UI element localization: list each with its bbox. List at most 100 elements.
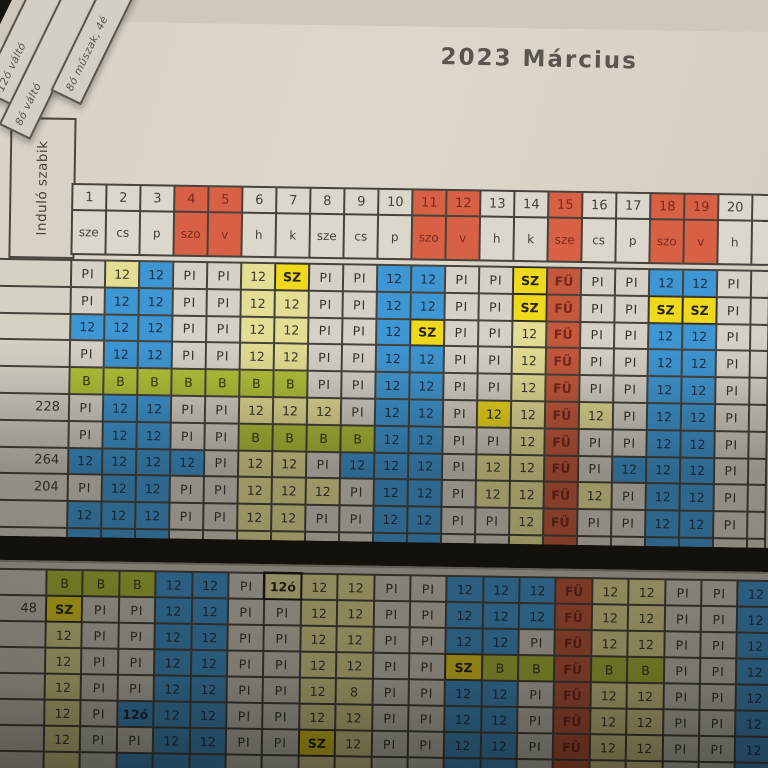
- schedule-cell: FÜ: [546, 376, 578, 401]
- schedule-cell: 12: [137, 450, 169, 475]
- schedule-cell: PI: [701, 632, 737, 658]
- schedule-cell: PI: [614, 404, 646, 429]
- schedule-cell: 12: [239, 451, 271, 476]
- row-label: [0, 621, 45, 647]
- schedule-cell: FÜ: [544, 510, 576, 535]
- schedule-cell: [272, 532, 304, 547]
- schedule-cell: PI: [615, 323, 647, 348]
- day-number-cell: 19: [685, 195, 717, 219]
- row-label: [0, 286, 70, 312]
- schedule-cell: 12: [511, 429, 543, 454]
- schedule-cell: PI: [374, 575, 410, 601]
- schedule-cell: B: [83, 571, 119, 596]
- schedule-cell: 12: [44, 726, 80, 752]
- schedule-cell: [590, 761, 625, 768]
- schedule-cell: PI: [207, 344, 239, 369]
- schedule-cell: 12: [155, 650, 190, 675]
- left-rotated-header: Induló szabik: [8, 117, 76, 259]
- schedule-cell: B: [519, 656, 554, 681]
- schedule-cell: 12: [275, 291, 307, 316]
- day-name-cell: cs: [582, 219, 615, 261]
- schedule-cell: 12: [336, 705, 372, 730]
- schedule-cell: 12: [104, 395, 136, 420]
- schedule-cell: 12: [301, 574, 337, 600]
- schedule-cell: PI: [263, 704, 299, 729]
- schedule-cell: FÜ: [546, 402, 578, 427]
- schedule-cell: FÜ: [545, 483, 577, 508]
- schedule-cell: PI: [81, 675, 117, 700]
- schedule-cell: FÜ: [548, 268, 580, 293]
- schedule-cell: PI: [69, 422, 101, 447]
- schedule-cell: 12: [592, 605, 628, 630]
- schedule-cell: [481, 759, 516, 768]
- schedule-cell: [612, 537, 644, 552]
- day-name-cell: p: [616, 220, 649, 262]
- schedule-cell: 12: [68, 502, 100, 527]
- schedule-cell: 12: [592, 631, 627, 656]
- schedule-cell: 12: [137, 476, 169, 501]
- schedule-cell: 12: [105, 315, 137, 340]
- schedule-cell: PI: [373, 627, 409, 653]
- schedule-cell: PI: [409, 706, 444, 731]
- schedule-cell: 12: [411, 347, 443, 372]
- day-number-cell: 15: [549, 192, 581, 216]
- schedule-cell: PI: [518, 708, 553, 733]
- schedule-cell: 12: [376, 400, 408, 425]
- schedule-cell: PI: [444, 374, 476, 399]
- schedule-cell: 12: [102, 503, 134, 528]
- schedule-cell: PI: [72, 288, 104, 313]
- schedule-cell: PI: [228, 625, 264, 650]
- schedule-cell: 12: [627, 709, 663, 735]
- day-number-cell: 7: [277, 188, 309, 212]
- schedule-cell: PI: [309, 345, 341, 370]
- schedule-cell: [136, 530, 168, 545]
- schedule-cell: PI: [480, 267, 512, 292]
- schedule-cell: PI: [171, 423, 203, 448]
- schedule-cell: PI: [205, 424, 237, 449]
- day-name-cell: szo: [650, 220, 683, 262]
- schedule-cell: PI: [476, 509, 508, 534]
- day-name-cell: h: [242, 214, 275, 256]
- day-name-cell: p: [140, 212, 173, 254]
- schedule-cell: PI: [408, 732, 444, 757]
- schedule-cell: 12: [477, 482, 509, 507]
- schedule-cell: 12: [628, 605, 664, 631]
- schedule-cell: [44, 752, 80, 768]
- schedule-cell: PI: [83, 597, 118, 622]
- schedule-cell: 12: [153, 728, 189, 753]
- schedule-cell: SZ: [513, 295, 545, 320]
- row-label: [0, 699, 44, 725]
- schedule-cell: [748, 540, 764, 554]
- schedule-cell: 12: [410, 374, 442, 399]
- schedule-cell: PI: [714, 485, 746, 510]
- row-label: [0, 420, 68, 446]
- day-number-cell: 9: [345, 189, 377, 213]
- schedule-cell: PI: [70, 395, 102, 420]
- schedule-cell: PI: [173, 343, 205, 368]
- schedule-cell: 12: [105, 342, 137, 367]
- schedule-cell: PI: [477, 428, 509, 453]
- schedule-cell: SZ: [276, 264, 308, 289]
- schedule-cell: B: [239, 424, 271, 449]
- schedule-cell: PI: [665, 580, 701, 605]
- schedule-cell: 12: [629, 579, 665, 605]
- schedule-cell: PI: [442, 508, 474, 533]
- schedule-cell: 12: [335, 731, 371, 756]
- day-name-cell: h: [480, 217, 513, 259]
- day-number-cell: 18: [651, 194, 683, 218]
- day-name-cell: szo: [174, 213, 207, 255]
- day-number-cell: 5: [209, 187, 241, 211]
- schedule-cell: 12: [580, 403, 612, 428]
- schedule-cell: PI: [265, 600, 300, 625]
- schedule-cell: 12: [103, 476, 135, 501]
- row-label: [0, 528, 66, 543]
- schedule-cell: PI: [612, 484, 644, 509]
- schedule-cell: PI: [717, 352, 749, 377]
- schedule-cell: PI: [714, 512, 746, 537]
- day-number-cell: 3: [141, 186, 173, 210]
- schedule-cell: PI: [614, 377, 646, 402]
- schedule-cell: PI: [717, 298, 749, 323]
- schedule-cell: 12: [646, 511, 678, 536]
- schedule-cell: PI: [173, 316, 205, 341]
